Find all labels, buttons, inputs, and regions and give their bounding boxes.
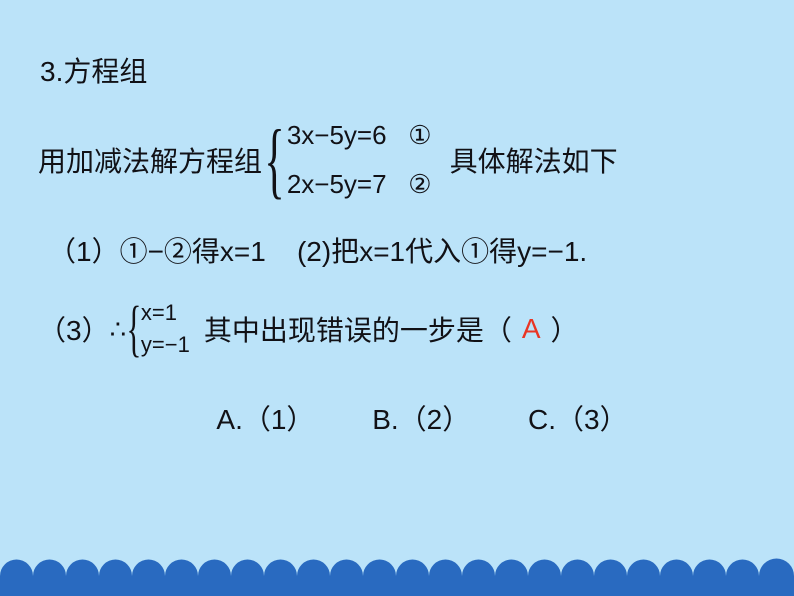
answer-options: A.（1） B.（2） C.（3） [130, 398, 764, 438]
eq1-label: ① [408, 120, 431, 150]
steps-line: （1）①−②得x=1 (2)把x=1代入①得y=−1. [48, 230, 764, 270]
step-1: （1）①−②得x=1 [48, 236, 266, 267]
eq1-expr: 3x−5y=6 [287, 120, 387, 150]
solution-stack: x=1 y=−1 [141, 300, 190, 358]
small-brace-icon: { [127, 304, 142, 354]
answer-letter: A [522, 313, 541, 345]
step3-question: 其中出现错误的一步是（ [204, 309, 512, 349]
eq2-expr: 2x−5y=7 [287, 169, 387, 199]
sol-x: x=1 [141, 300, 190, 326]
line1-prefix: 用加减法解方程组 [38, 140, 262, 180]
left-brace-icon: { [264, 125, 284, 195]
option-c: C.（3） [528, 404, 628, 435]
option-b: B.（2） [372, 404, 470, 435]
question-number: 3.方程组 [40, 50, 764, 90]
step-2: (2)把x=1代入①得y=−1. [297, 236, 587, 267]
therefore-symbol: ∴ [110, 314, 126, 345]
eq2-label: ② [408, 169, 431, 199]
step3-prefix: （3） [38, 309, 110, 349]
solution-line: （3） ∴ { x=1 y=−1 其中出现错误的一步是（ A ） [38, 300, 764, 358]
equation-2: 2x−5y=7 ② [287, 169, 432, 200]
option-a: A.（1） [216, 404, 314, 435]
sol-y: y=−1 [141, 332, 190, 358]
wave-border-icon [0, 556, 794, 596]
equation-system-line: 用加减法解方程组 { 3x−5y=6 ① 2x−5y=7 ② 具体解法如下 [38, 120, 764, 200]
step3-end: ） [551, 309, 579, 349]
line1-suffix: 具体解法如下 [450, 140, 618, 180]
equation-stack: 3x−5y=6 ① 2x−5y=7 ② [287, 120, 432, 200]
equation-1: 3x−5y=6 ① [287, 120, 432, 151]
